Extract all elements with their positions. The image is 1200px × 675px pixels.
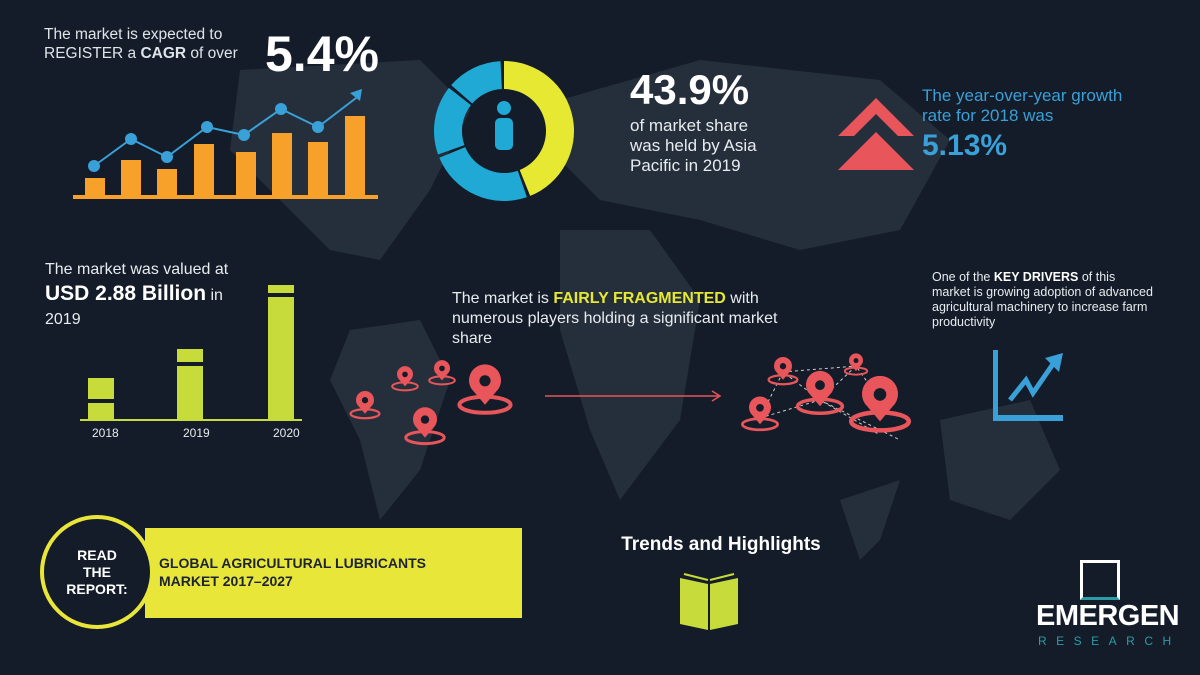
location-pin-icon: [349, 390, 381, 420]
asia-share-text: of market share was held by Asia Pacific i…: [630, 116, 757, 175]
location-pin-icon: [767, 356, 799, 386]
location-pins-network: [349, 353, 912, 446]
drivers-text: One of the KEY DRIVERS of this market is…: [932, 270, 1153, 329]
value-bars-labels: 2018 2019 2020: [92, 426, 300, 440]
logo-name: EMERGEN: [1036, 600, 1180, 632]
fragmented-text: The market is FAIRLY FRAGMENTED with num…: [452, 290, 778, 347]
location-pin-icon: [428, 360, 456, 386]
location-pin-icon: [457, 364, 513, 415]
location-pin-icon: [741, 396, 779, 432]
person-icon: [495, 101, 513, 150]
location-pin-icon: [391, 366, 419, 392]
trends-label: Trends and Highlights: [621, 534, 821, 555]
location-pin-icon: [848, 375, 912, 433]
open-book-icon: [680, 573, 738, 630]
location-pin-icon: [404, 407, 446, 446]
value-bars-icon: [80, 285, 302, 421]
logo-sub: RESEARCH: [1038, 634, 1181, 648]
cagr-value: 5.4%: [265, 26, 379, 82]
donut-slice-other: [434, 87, 471, 155]
double-chevron-up-icon: [838, 98, 914, 170]
valued-text: The market was valued at USD 2.88 Billio…: [45, 261, 229, 328]
asia-share-value: 43.9%: [630, 66, 750, 113]
trend-up-icon: [993, 350, 1063, 421]
yoy-text: The year-over-year growth rate for 2018 w…: [922, 86, 1122, 166]
donut-slice-other: [439, 147, 527, 201]
logo-square: [1080, 560, 1120, 600]
location-pin-icon: [795, 370, 845, 415]
growth-bar-chart-icon: [73, 89, 378, 199]
location-pin-icon: [843, 353, 869, 376]
cagr-text: The market is expected to REGISTER a CAG…: [44, 26, 238, 62]
read-report-button[interactable]: READ THE REPORT:: [40, 515, 154, 629]
donut-slice-other: [451, 61, 502, 104]
donut-slice-asia-pacific: [504, 61, 574, 196]
asia-share-donut: [434, 61, 574, 201]
yoy-value: 5.13%: [922, 129, 1008, 162]
report-banner[interactable]: GLOBAL AGRICULTURAL LUBRICANTS MARKET 201…: [145, 528, 522, 618]
